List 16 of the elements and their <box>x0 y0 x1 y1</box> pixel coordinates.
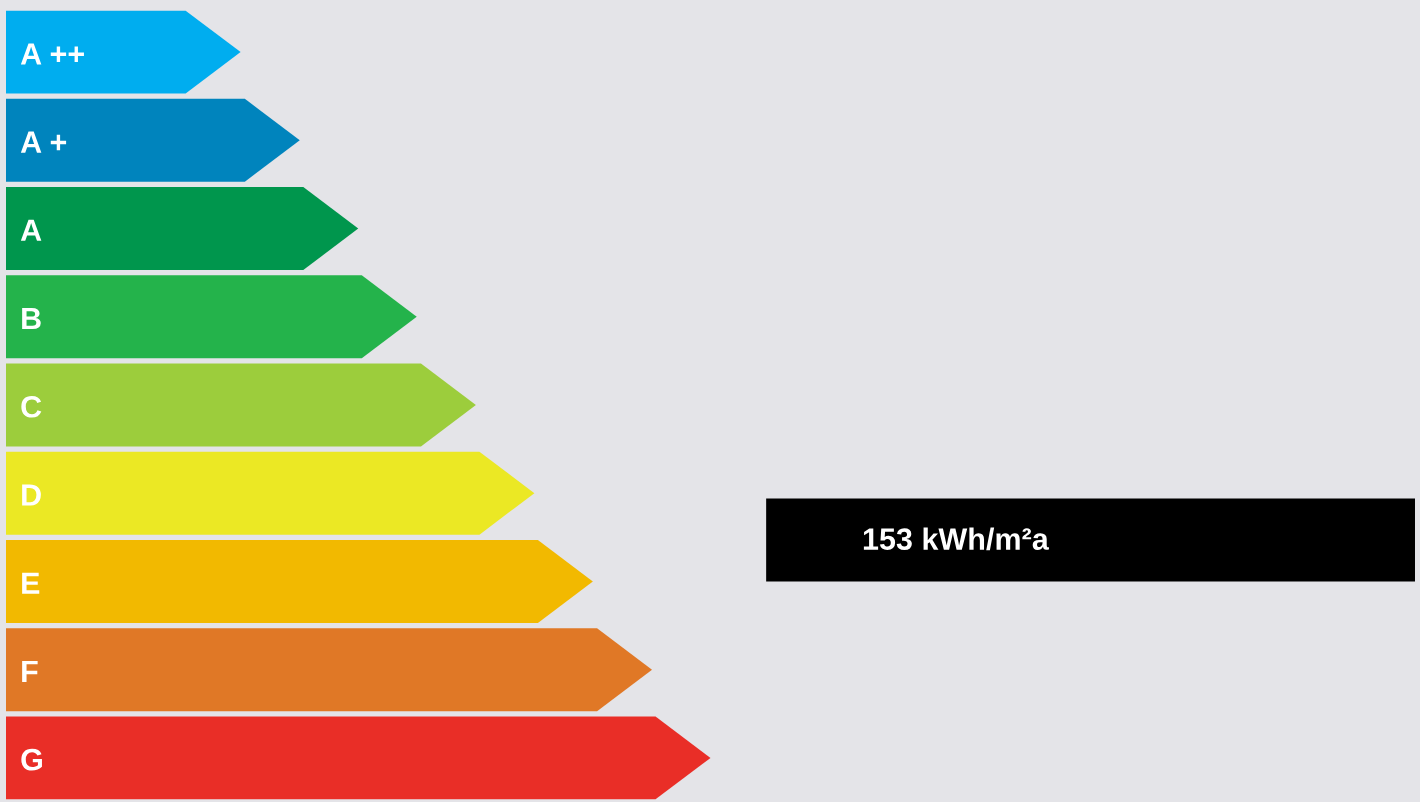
y-tick-label: A ++ <box>20 43 84 65</box>
bar <box>6 628 653 712</box>
bar <box>6 363 476 447</box>
y-tick-label: A + <box>20 131 67 153</box>
bar <box>6 451 535 535</box>
text: 153 kWh/m²a <box>863 527 1049 551</box>
y-tick-label: C <box>21 395 42 418</box>
y-tick-label: D <box>22 484 41 506</box>
y-tick-label: F <box>22 660 38 682</box>
y-tick-label: B <box>22 308 41 330</box>
y-tick-label: A <box>20 219 42 241</box>
bar <box>6 539 593 623</box>
y-tick-label: E <box>22 572 40 594</box>
y-tick-label: G <box>21 748 42 771</box>
bar <box>6 716 711 800</box>
bar <box>6 275 417 359</box>
